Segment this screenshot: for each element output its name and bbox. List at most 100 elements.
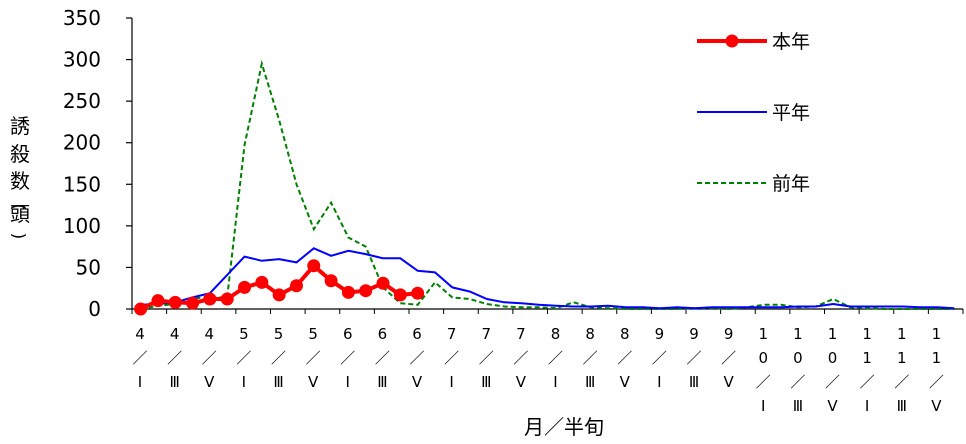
x-tick-label-line: 1 — [862, 349, 872, 367]
x-tick-label-line: ／ — [548, 349, 563, 367]
series-point — [220, 292, 234, 306]
x-tick-label-line: Ⅰ — [865, 397, 869, 415]
x-tick-label-line: 1 — [862, 325, 872, 343]
x-tick-label-line: Ⅰ — [138, 373, 142, 391]
x-tick-label-line: 1 — [932, 349, 942, 367]
x-tick-label-line: Ⅰ — [346, 373, 350, 391]
x-tick-label-line: ／ — [202, 349, 217, 367]
y-tick-label: 250 — [63, 89, 101, 113]
x-tick-label-line: ／ — [652, 349, 667, 367]
x-tick-label-line: 8 — [585, 325, 595, 343]
x-tick-label-line: Ⅰ — [449, 373, 453, 391]
x-tick-label-line: ／ — [306, 349, 321, 367]
series-point — [289, 279, 303, 293]
x-tick-label: 4 ／ Ⅰ — [132, 325, 147, 391]
y-axis-title-char: 誘 — [10, 114, 30, 138]
x-tick-label: 7 ／ Ⅰ — [444, 325, 459, 391]
x-tick-label-line: ／ — [756, 373, 771, 391]
x-tick-label-line: 1 — [793, 325, 803, 343]
x-tick-label-line: ／ — [790, 373, 805, 391]
y-tick-label: 350 — [63, 6, 101, 30]
x-tick-label-line: Ⅰ — [657, 373, 661, 391]
y-tick-label: 0 — [88, 297, 101, 321]
series-point — [151, 294, 165, 308]
x-tick-label-line: Ⅲ — [793, 397, 803, 415]
y-axis-title-char: 殺 — [10, 142, 30, 166]
series-point — [411, 286, 425, 300]
y-tick-label: 100 — [63, 214, 101, 238]
x-tick-label-line: 9 — [655, 325, 665, 343]
series-line-平年 — [140, 247, 955, 310]
x-tick-label-line: 1 — [828, 325, 838, 343]
y-tick-label: 300 — [63, 48, 101, 72]
x-tick-label-line: Ⅲ — [689, 373, 699, 391]
y-axis-title-char: 数 — [10, 169, 30, 193]
x-tick-label: 1 0 ／ Ⅲ — [790, 325, 805, 415]
x-tick-label-line: 7 — [481, 325, 491, 343]
x-tick-label-line: 1 — [758, 325, 768, 343]
x-tick-label: 1 1 ／ Ⅲ — [894, 325, 909, 415]
series-line-前年 — [140, 59, 955, 311]
x-tick-label-line: 1 — [897, 325, 907, 343]
x-tick-label-line: Ⅰ — [242, 373, 246, 391]
x-tick-label-line: Ⅴ — [204, 373, 215, 391]
x-tick-label: 9 ／ Ⅲ — [686, 325, 701, 391]
x-tick-label: 9 ／ Ⅴ — [721, 325, 736, 391]
x-tick-label-line: 1 — [932, 325, 942, 343]
series-point — [238, 280, 252, 294]
x-tick-label: 8 ／ Ⅰ — [548, 325, 563, 391]
x-tick-label-line: Ⅴ — [516, 373, 527, 391]
series-point — [393, 288, 407, 302]
x-tick-label-line: Ⅰ — [761, 397, 765, 415]
y-axis-title-char: 頭 — [10, 202, 30, 226]
x-tick-label-line: 0 — [828, 349, 838, 367]
y-axis-title-char: ) — [8, 233, 28, 240]
x-tick-label: 1 1 ／ Ⅴ — [929, 325, 944, 415]
x-tick-label-line: 0 — [793, 349, 803, 367]
x-tick-label-line: ／ — [409, 349, 424, 367]
x-tick-label-line: ／ — [444, 349, 459, 367]
x-tick-label-line: Ⅴ — [931, 397, 942, 415]
x-tick-label: 5 ／ Ⅰ — [236, 325, 251, 391]
legend-label: 平年 — [772, 102, 810, 124]
x-tick-label: 7 ／ Ⅲ — [479, 325, 494, 391]
x-tick-label-line: ／ — [617, 349, 632, 367]
y-tick-label: 200 — [63, 131, 101, 155]
x-tick-label: 6 ／ Ⅰ — [340, 325, 355, 391]
x-tick-label-line: 7 — [516, 325, 526, 343]
x-tick-label-line: ／ — [825, 373, 840, 391]
x-tick-label: 6 ／ Ⅲ — [375, 325, 390, 391]
x-tick-label-line: Ⅴ — [412, 373, 423, 391]
x-tick-label-line: Ⅲ — [377, 373, 387, 391]
legend-label: 前年 — [772, 173, 810, 195]
y-axis: 0 50 100 150 200 250 300 350 — [63, 6, 133, 321]
x-tick-label: 8 ／ Ⅴ — [617, 325, 632, 391]
x-tick-label-line: Ⅲ — [481, 373, 491, 391]
series-point — [168, 295, 182, 309]
x-tick-label-line: 6 — [412, 325, 422, 343]
x-tick-label-line: Ⅴ — [308, 373, 319, 391]
x-tick-label-line: 0 — [758, 349, 768, 367]
x-tick-label-line: Ⅲ — [585, 373, 595, 391]
series-line-本年 — [139, 262, 418, 311]
x-tick-label-line: Ⅰ — [553, 373, 557, 391]
x-axis-title: 月／半旬 — [524, 415, 604, 439]
x-tick-label: 1 1 ／ Ⅰ — [860, 325, 875, 415]
x-tick-label-line: 7 — [447, 325, 457, 343]
x-tick-label-line: ／ — [686, 349, 701, 367]
series-point — [307, 259, 321, 273]
x-tick-label: 7 ／ Ⅴ — [513, 325, 528, 391]
x-tick-label: 4 ／ Ⅲ — [167, 325, 182, 391]
y-tick-label: 50 — [76, 255, 101, 279]
y-axis-title: 誘殺数 (頭) — [8, 114, 30, 239]
x-tick-label-line: ／ — [583, 349, 598, 367]
x-tick-label-line: 5 — [274, 325, 284, 343]
x-tick-label: 5 ／ Ⅴ — [306, 325, 321, 391]
series-point — [376, 276, 390, 290]
x-tick-label: 5 ／ Ⅲ — [271, 325, 286, 391]
x-tick-label-line: Ⅲ — [273, 373, 283, 391]
x-tick-label-line: 4 — [204, 325, 214, 343]
x-tick-label-line: ／ — [167, 349, 182, 367]
